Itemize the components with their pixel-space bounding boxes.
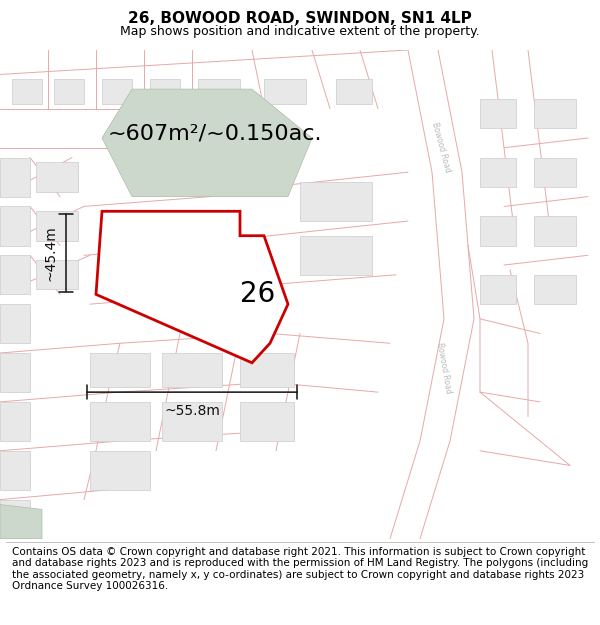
Polygon shape (102, 79, 132, 104)
Text: 26: 26 (241, 281, 275, 308)
Text: ~55.8m: ~55.8m (164, 404, 220, 418)
Polygon shape (534, 216, 576, 246)
Polygon shape (36, 211, 78, 241)
Polygon shape (90, 402, 150, 441)
Polygon shape (96, 211, 288, 362)
Polygon shape (240, 402, 294, 441)
Polygon shape (480, 158, 516, 187)
Polygon shape (0, 353, 30, 392)
Polygon shape (150, 79, 180, 104)
Polygon shape (0, 499, 30, 539)
Polygon shape (336, 79, 372, 104)
Text: 26, BOWOOD ROAD, SWINDON, SN1 4LP: 26, BOWOOD ROAD, SWINDON, SN1 4LP (128, 11, 472, 26)
Polygon shape (534, 275, 576, 304)
Polygon shape (54, 79, 84, 104)
Polygon shape (162, 402, 222, 441)
Polygon shape (102, 89, 312, 197)
Polygon shape (90, 353, 150, 388)
Polygon shape (480, 99, 516, 128)
Polygon shape (198, 79, 240, 104)
Polygon shape (0, 504, 42, 539)
Polygon shape (480, 275, 516, 304)
Polygon shape (162, 353, 222, 388)
Polygon shape (12, 79, 42, 104)
Polygon shape (300, 182, 372, 221)
Text: Map shows position and indicative extent of the property.: Map shows position and indicative extent… (120, 24, 480, 38)
Polygon shape (534, 99, 576, 128)
Text: Contains OS data © Crown copyright and database right 2021. This information is : Contains OS data © Crown copyright and d… (12, 546, 588, 591)
Polygon shape (300, 236, 372, 275)
Polygon shape (534, 158, 576, 187)
Polygon shape (240, 353, 294, 388)
Polygon shape (0, 158, 30, 197)
Polygon shape (0, 304, 30, 343)
Polygon shape (0, 402, 30, 441)
Polygon shape (264, 79, 306, 104)
Text: ~45.4m: ~45.4m (43, 225, 57, 281)
Polygon shape (90, 451, 150, 490)
Text: Bowood Road: Bowood Road (435, 341, 453, 394)
Text: ~607m²/~0.150ac.: ~607m²/~0.150ac. (108, 123, 323, 143)
Polygon shape (36, 162, 78, 192)
Text: Bowood Road: Bowood Road (430, 122, 452, 174)
Polygon shape (0, 451, 30, 490)
Polygon shape (0, 206, 30, 246)
Polygon shape (0, 255, 30, 294)
Polygon shape (36, 260, 78, 289)
Polygon shape (480, 216, 516, 246)
